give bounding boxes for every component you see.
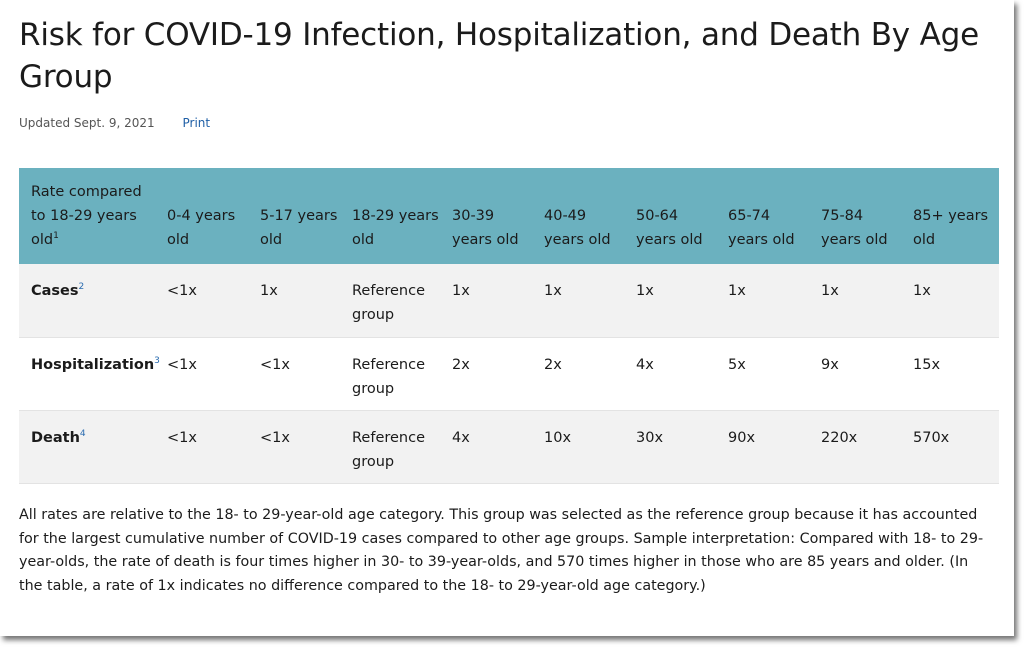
- table-cell: 1x: [254, 264, 346, 338]
- table-cell: <1x: [254, 337, 346, 411]
- content-card: Risk for COVID-19 Infection, Hospitaliza…: [19, 17, 999, 594]
- page-title: Risk for COVID-19 Infection, Hospitaliza…: [19, 17, 979, 95]
- table-cell: Reference group: [346, 337, 446, 411]
- page-meta: Updated Sept. 9, 2021 Print: [19, 116, 210, 130]
- column-header: 40-49 years old: [538, 168, 630, 264]
- interpretation-note: All rates are relative to the 18- to 29-…: [19, 507, 984, 594]
- column-header: 75-84 years old: [815, 168, 907, 264]
- table-cell: 1x: [907, 264, 999, 338]
- table-cell: 1x: [630, 264, 722, 338]
- updated-date: Updated Sept. 9, 2021: [19, 116, 155, 130]
- table-cell: 1x: [538, 264, 630, 338]
- table-row-death: Death4 <1x <1x Reference group 4x 10x 30…: [19, 410, 999, 484]
- footnote-ref[interactable]: 2: [78, 282, 85, 293]
- row-label: Cases2: [19, 264, 161, 338]
- footnote-ref[interactable]: 3: [154, 355, 160, 366]
- print-link[interactable]: Print: [182, 116, 211, 130]
- column-header: 65-74 years old: [722, 168, 815, 264]
- table-row-hospitalization: Hospitalization3 <1x <1x Reference group…: [19, 337, 999, 411]
- table-cell: 10x: [538, 410, 630, 484]
- column-header: 18-29 years old: [346, 168, 446, 264]
- table-cell: 220x: [815, 410, 907, 484]
- table-cell: 4x: [630, 337, 722, 411]
- row-label: Death4: [19, 410, 161, 484]
- table-cell: 15x: [907, 337, 999, 411]
- table-cell: 570x: [907, 410, 999, 484]
- table-cell: <1x: [161, 337, 254, 411]
- table-row-cases: Cases2 <1x 1x Reference group 1x 1x 1x 1…: [19, 264, 999, 338]
- table-cell: <1x: [161, 410, 254, 484]
- table-cell: 4x: [446, 410, 538, 484]
- row-label-text: Cases: [31, 283, 79, 299]
- table-header-row: Rate compared to 18-29 years old1 0-4 ye…: [19, 168, 999, 264]
- row-label: Hospitalization3: [19, 337, 161, 411]
- table-cell: <1x: [161, 264, 254, 338]
- footnote-ref: 1: [53, 231, 59, 242]
- table-cell: <1x: [254, 410, 346, 484]
- column-header: 30-39 years old: [446, 168, 538, 264]
- table-cell: 1x: [815, 264, 907, 338]
- table-cell: 1x: [722, 264, 815, 338]
- header-rate-compared-label: Rate compared to 18-29 years old: [31, 184, 142, 248]
- table-cell: Reference group: [346, 264, 446, 338]
- column-header: 5-17 years old: [254, 168, 346, 264]
- risk-table: Rate compared to 18-29 years old1 0-4 ye…: [19, 168, 999, 484]
- table-cell: 2x: [538, 337, 630, 411]
- table-cell: 5x: [722, 337, 815, 411]
- table-cell: 1x: [446, 264, 538, 338]
- table-cell: 90x: [722, 410, 815, 484]
- column-header: 85+ years old: [907, 168, 999, 264]
- table-cell: 9x: [815, 337, 907, 411]
- row-label-text: Hospitalization: [31, 356, 155, 373]
- table-cell: 2x: [446, 337, 538, 411]
- column-header: 50-64 years old: [630, 168, 722, 264]
- footnote-ref[interactable]: 4: [79, 428, 86, 439]
- table-cell: Reference group: [346, 410, 446, 484]
- row-label-text: Death: [31, 429, 80, 446]
- table-cell: 30x: [630, 410, 722, 484]
- column-header: 0-4 years old: [161, 168, 254, 264]
- header-rate-compared: Rate compared to 18-29 years old1: [19, 168, 161, 264]
